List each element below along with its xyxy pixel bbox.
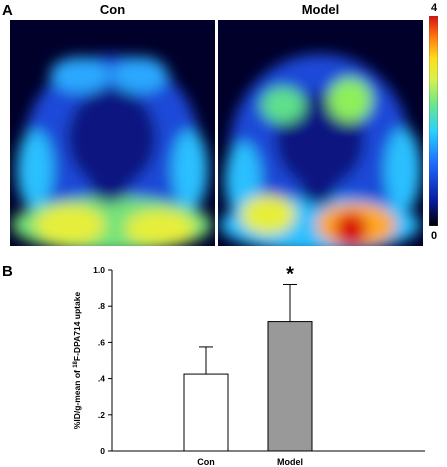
colorbar	[428, 15, 439, 227]
uptake-bar-chart: 0 .2 .4 .6 .8 1.0 Con Model * %ID/g-mean of 18…	[72, 263, 425, 467]
y-axis-label: %ID/g-mean of 18F-DPA714 uptake	[72, 292, 82, 430]
con-image-title: Con	[99, 2, 126, 17]
panel-b-letter: B	[2, 263, 13, 280]
bar-con	[183, 373, 229, 452]
significance-asterisk: *	[286, 263, 294, 285]
model-pet-image	[218, 20, 423, 246]
y-tick-label: 0	[100, 446, 105, 456]
y-tick-label: 1.0	[93, 265, 105, 275]
x-tick-labels: Con Model	[197, 457, 303, 467]
annotations: *	[286, 263, 294, 285]
model-image-title: Model	[301, 2, 340, 17]
bar-model	[267, 321, 313, 452]
panel-a-letter: A	[2, 2, 13, 19]
y-tick-label: .2	[98, 410, 105, 420]
colorbar-max-label: 4	[431, 2, 438, 14]
x-tick-label-con: Con	[197, 457, 215, 467]
bars	[183, 321, 313, 452]
y-tick-label: .8	[98, 301, 105, 311]
y-ticks: 0 .2 .4 .6 .8 1.0	[93, 265, 112, 456]
con-pet-image	[10, 20, 215, 246]
colorbar-min-label: 0	[431, 230, 438, 242]
x-tick-label-model: Model	[277, 457, 303, 467]
y-tick-label: .6	[98, 337, 105, 347]
y-tick-label: .4	[98, 374, 105, 384]
error-bars	[199, 283, 297, 375]
